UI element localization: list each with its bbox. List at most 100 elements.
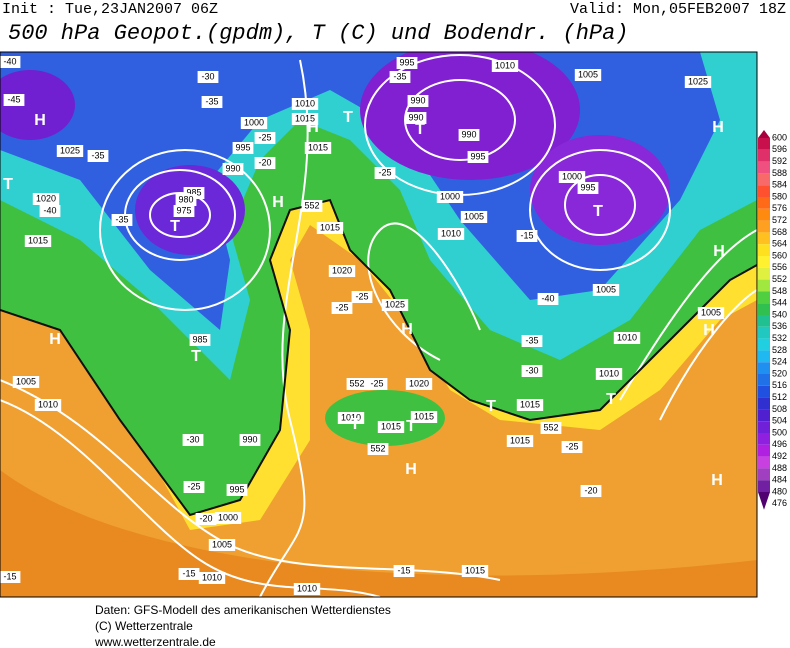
- legend-swatch: [758, 385, 770, 398]
- contour-label: 1015: [520, 399, 540, 409]
- label-box: [254, 157, 276, 169]
- label-box: [436, 191, 464, 203]
- contour-label: 552: [370, 443, 385, 453]
- contour-label: -15: [3, 571, 16, 581]
- label-box: [12, 376, 40, 388]
- footer-line: www.wetterzentrale.de: [94, 635, 216, 648]
- contour-label: 1015: [295, 113, 315, 123]
- label-box: [222, 163, 244, 175]
- label-box: [0, 56, 21, 68]
- legend-label: 512: [772, 392, 787, 402]
- contour-label: -35: [115, 214, 128, 224]
- contour-label: -20: [584, 485, 597, 495]
- legend-swatch: [758, 444, 770, 457]
- label-box: [346, 378, 368, 390]
- contour-label: -25: [355, 291, 368, 301]
- contour-label: 1020: [36, 193, 56, 203]
- contour-label: -25: [378, 167, 391, 177]
- label-box: [460, 211, 488, 223]
- legend-label: 492: [772, 451, 787, 461]
- label-box: [226, 484, 248, 496]
- contour-label: 552: [543, 422, 558, 432]
- label-box: [467, 151, 489, 163]
- legend-label: 564: [772, 239, 787, 249]
- label-box: [577, 182, 599, 194]
- contour-label: -45: [7, 94, 20, 104]
- legend-label: 488: [772, 463, 787, 473]
- contour-label: 1010: [38, 399, 58, 409]
- contour-label: 552: [304, 200, 319, 210]
- pressure-center: H: [713, 243, 725, 260]
- legend-label: 516: [772, 380, 787, 390]
- legend-swatch: [758, 456, 770, 469]
- contour-label: 1010: [202, 572, 222, 582]
- label-box: [410, 411, 438, 423]
- contour-label: 552: [349, 378, 364, 388]
- purple-zone: [360, 52, 580, 180]
- label-box: [461, 565, 489, 577]
- label-box: [24, 235, 52, 247]
- contour-label: -25: [258, 132, 271, 142]
- legend-swatch: [758, 130, 770, 138]
- legend-label: 552: [772, 274, 787, 284]
- legend-swatch: [758, 138, 770, 150]
- legend-swatch: [758, 279, 770, 292]
- contour-label: 1010: [341, 412, 361, 422]
- contour-label: -35: [525, 335, 538, 345]
- label-box: [574, 69, 602, 81]
- label-box: [337, 412, 365, 424]
- label-box: [684, 76, 712, 88]
- contour-label: -40: [3, 56, 16, 66]
- label-box: [182, 434, 204, 446]
- legend-swatch: [758, 350, 770, 363]
- contour-label: 990: [408, 112, 423, 122]
- label-box: [366, 378, 388, 390]
- contour-label: 1000: [562, 171, 582, 181]
- legend-swatch: [758, 220, 770, 233]
- contour-label: 1005: [578, 69, 598, 79]
- legend-label: 568: [772, 227, 787, 237]
- label-box: [613, 332, 641, 344]
- contour-label: 1010: [599, 368, 619, 378]
- label-box: [516, 399, 544, 411]
- contour-label: 1000: [244, 117, 264, 127]
- contour-label: -40: [43, 205, 56, 215]
- contour-label: 1010: [441, 228, 461, 238]
- label-box: [328, 265, 356, 277]
- contour-label: 1015: [510, 435, 530, 445]
- label-box: [580, 485, 602, 497]
- label-box: [407, 95, 429, 107]
- legend-label: 576: [772, 203, 787, 213]
- label-box: [521, 335, 543, 347]
- green-island: [325, 390, 445, 446]
- legend-swatch: [758, 149, 770, 162]
- contour-label: -30: [201, 71, 214, 81]
- label-box: [367, 443, 389, 455]
- label-box: [561, 441, 583, 453]
- label-box: [0, 571, 21, 583]
- legend-label: 508: [772, 404, 787, 414]
- legend-label: 584: [772, 180, 787, 190]
- label-box: [291, 98, 319, 110]
- valid-time: Valid: Mon,05FEB2007 18Z: [570, 1, 786, 18]
- contour-label: -15: [520, 230, 533, 240]
- contour-label: -15: [182, 568, 195, 578]
- label-box: [3, 94, 25, 106]
- label-box: [201, 96, 223, 108]
- legend-label: 528: [772, 345, 787, 355]
- legend-label: 532: [772, 333, 787, 343]
- label-box: [208, 539, 236, 551]
- contour-label: -25: [565, 441, 578, 451]
- contour-label: 1000: [440, 191, 460, 201]
- pressure-center: H: [307, 119, 319, 136]
- label-box: [540, 422, 562, 434]
- legend-swatch: [758, 256, 770, 268]
- contour-label: -30: [525, 365, 538, 375]
- legend-swatch: [758, 409, 770, 422]
- contour-label: -25: [335, 302, 348, 312]
- legend-label: 484: [772, 475, 787, 485]
- contour-label: 1020: [409, 378, 429, 388]
- legend-swatch: [758, 326, 770, 339]
- footer-line: (C) Wetterzentrale: [95, 619, 193, 633]
- label-box: [34, 399, 62, 411]
